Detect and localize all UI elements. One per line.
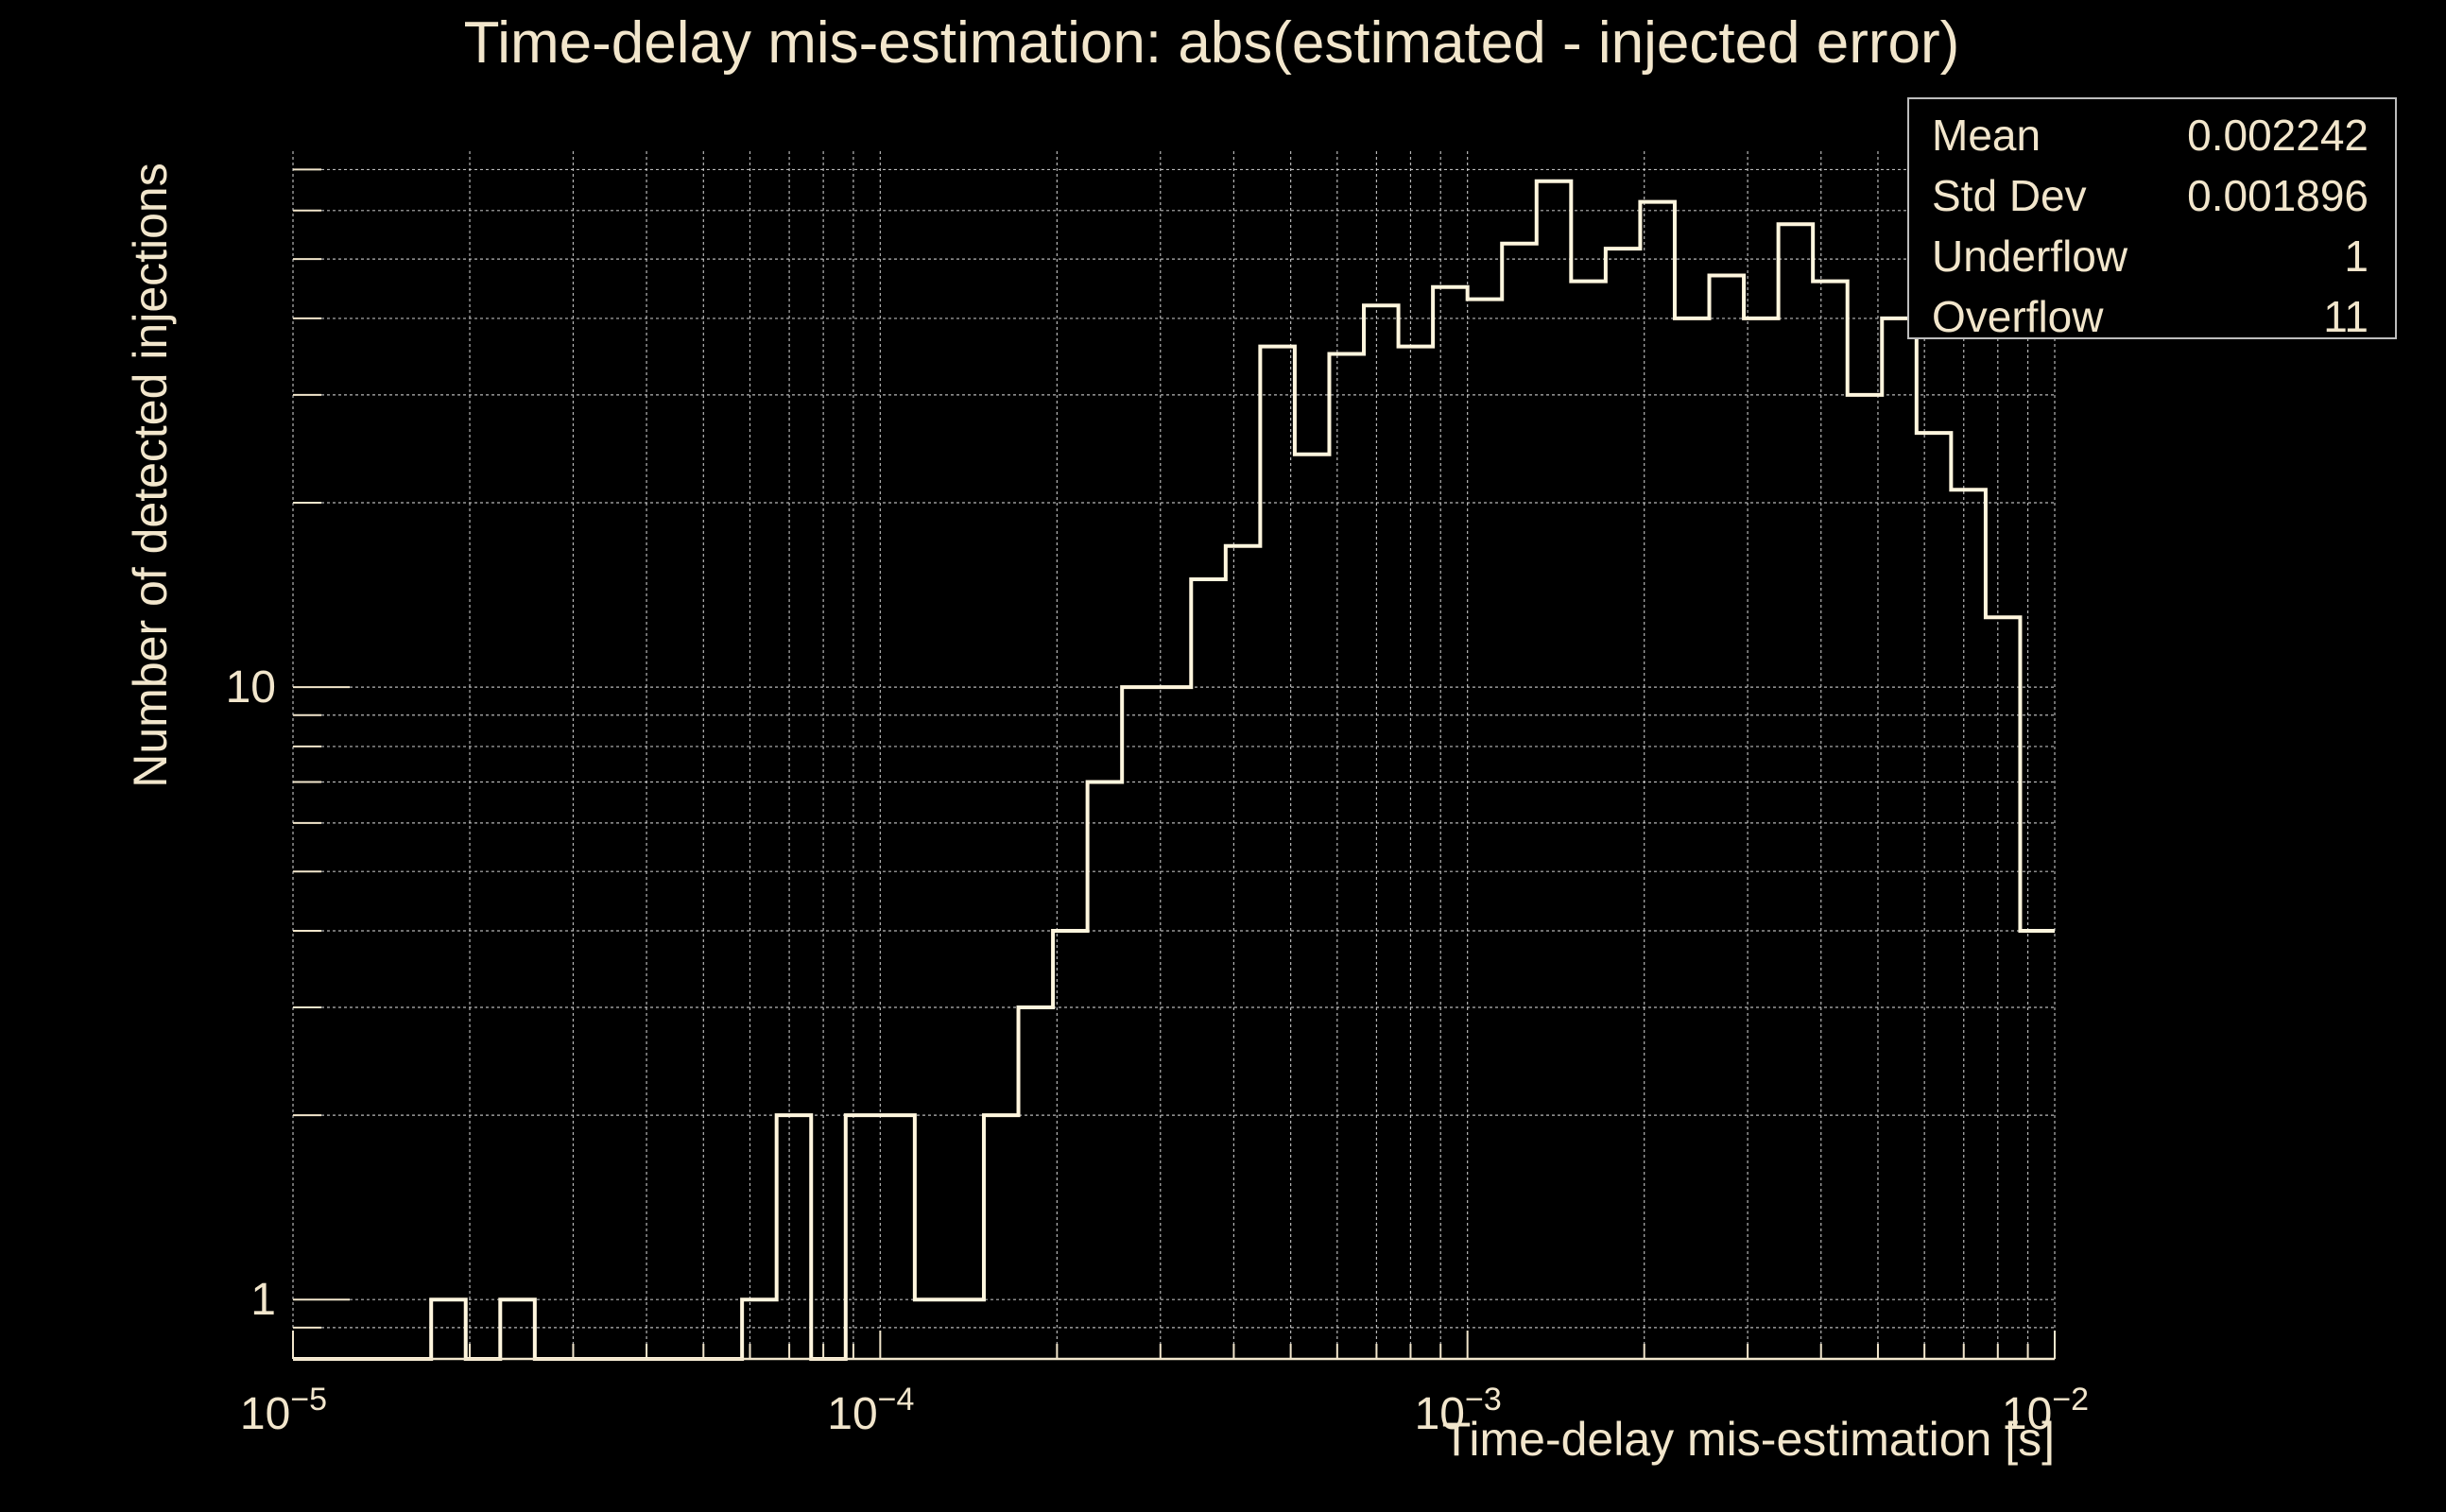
stats-label: Mean <box>1932 111 2041 160</box>
y-tick-label: 1 <box>250 1275 276 1325</box>
stats-value: 0.001896 <box>2187 171 2368 220</box>
stats-row-overflow: Overflow 11 <box>1932 288 2368 345</box>
stats-value: 0.002242 <box>2187 111 2368 160</box>
x-tick-label: 10−5 <box>240 1382 327 1439</box>
y-tick-label: 10 <box>226 662 276 713</box>
stats-value: 11 <box>2323 292 2368 341</box>
stats-value: 1 <box>2344 232 2368 281</box>
x-tick-label: 10−3 <box>1415 1382 1502 1439</box>
stats-label: Std Dev <box>1932 171 2087 220</box>
stats-row-underflow: Underflow 1 <box>1932 228 2368 284</box>
stats-row-std-dev: Std Dev 0.001896 <box>1932 167 2368 224</box>
stats-row-mean: Mean 0.002242 <box>1932 107 2368 163</box>
stats-label: Overflow <box>1932 292 2104 341</box>
y-tick-labels: 1 10 <box>226 662 276 1325</box>
chart-title: Time-delay mis-estimation: abs(estimated… <box>464 10 1960 76</box>
x-tick-label: 10−2 <box>2002 1382 2089 1439</box>
stats-label: Underflow <box>1932 232 2128 281</box>
x-axis-label: Time-delay mis-estimation [s] <box>1442 1413 2055 1466</box>
x-tick-label: 10−4 <box>827 1382 914 1439</box>
statistics-box: Mean 0.002242 Std Dev 0.001896 Underflow… <box>1907 97 2397 341</box>
x-tick-labels: 10−5 10−4 10−3 10−2 <box>240 1382 2089 1439</box>
grid-lines <box>292 151 2056 1360</box>
y-axis-label: Number of detected injections <box>124 163 177 787</box>
axis-ticks <box>292 168 2056 1360</box>
histogram-series <box>293 179 2055 1361</box>
